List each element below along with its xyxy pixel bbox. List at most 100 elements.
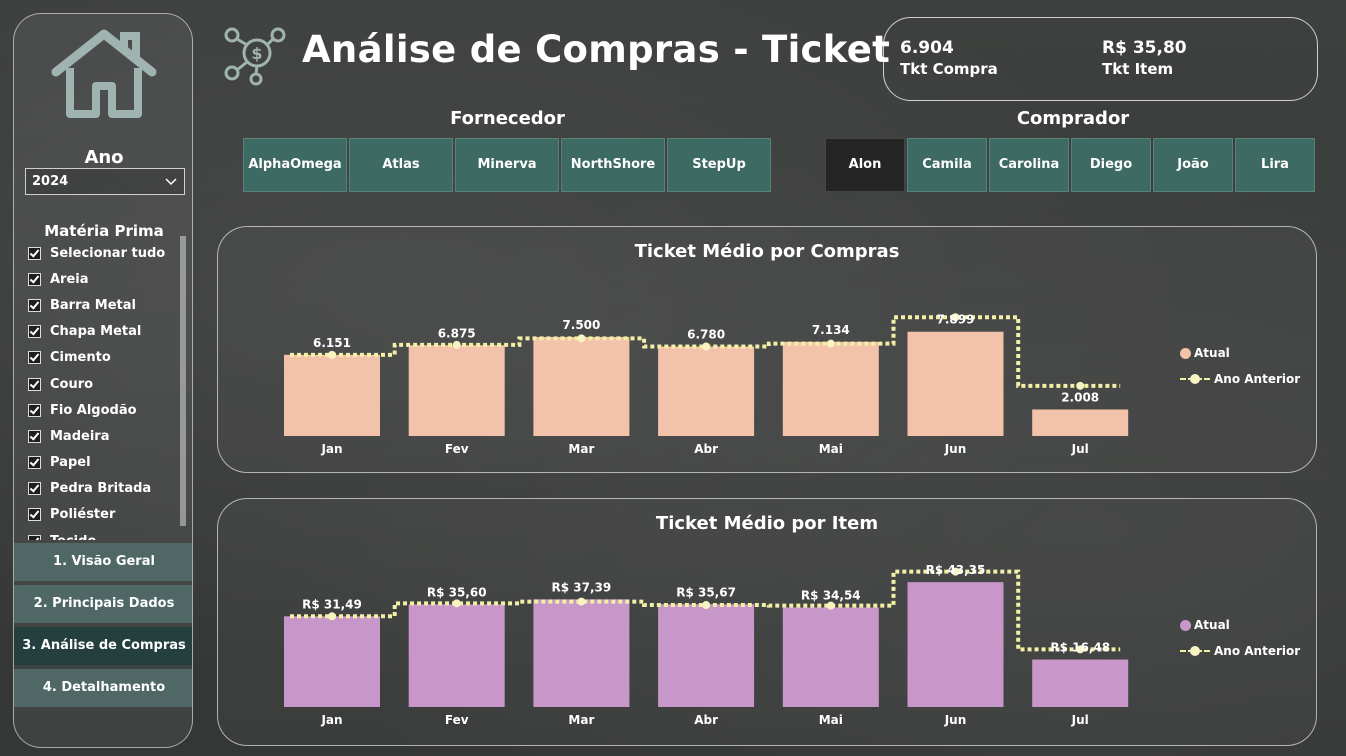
checkbox[interactable]	[28, 351, 41, 365]
materia-prima-option[interactable]: Barra Metal	[28, 292, 178, 318]
line-point[interactable]	[951, 313, 960, 322]
nav-button[interactable]: 2. Principais Dados	[14, 585, 192, 623]
comprador-option[interactable]: Alon	[825, 138, 905, 192]
nav-button[interactable]: 3. Análise de Compras	[14, 627, 192, 665]
x-tick-label: Jan	[320, 442, 342, 456]
materia-prima-option[interactable]: Tecido	[28, 528, 178, 540]
kpi-ticket-item: R$ 35,80 Tkt Item	[1102, 38, 1187, 78]
line-point[interactable]	[702, 342, 711, 351]
bar[interactable]	[658, 604, 755, 707]
checkbox[interactable]	[28, 325, 41, 339]
bar[interactable]	[658, 346, 755, 436]
bar[interactable]	[782, 341, 879, 436]
sidebar: Ano 2024 Matéria Prima Selecionar tudo Ar…	[13, 13, 193, 748]
legend-anterior-label: Ano Anterior	[1214, 372, 1301, 386]
bar[interactable]	[907, 331, 1004, 436]
comprador-option[interactable]: Diego	[1071, 138, 1151, 192]
bar[interactable]	[284, 616, 380, 707]
ano-dropdown[interactable]: 2024	[25, 168, 185, 195]
materia-prima-label: Fio Algodão	[50, 402, 137, 418]
data-label: R$ 16,48	[1050, 641, 1110, 655]
line-point[interactable]	[452, 599, 461, 608]
line-point[interactable]	[826, 339, 835, 348]
x-tick-label: Abr	[694, 442, 718, 456]
materia-prima-option[interactable]: Madeira	[28, 423, 178, 449]
checkbox[interactable]	[28, 377, 41, 391]
materia-prima-label: Cimento	[50, 350, 111, 366]
bar[interactable]	[408, 604, 505, 707]
line-point[interactable]	[826, 601, 835, 610]
ano-label: Ano	[84, 147, 124, 168]
nav-button[interactable]: 4. Detalhamento	[14, 669, 192, 707]
bar[interactable]	[533, 337, 630, 436]
chart-legend: Atual Ano Anterior	[1180, 612, 1300, 664]
checkbox[interactable]	[28, 508, 41, 522]
bar[interactable]	[408, 345, 505, 436]
checkbox[interactable]	[28, 298, 41, 312]
bar[interactable]	[1032, 409, 1129, 436]
fornecedor-option[interactable]: AlphaOmega	[243, 138, 347, 192]
materia-prima-option[interactable]: Couro	[28, 371, 178, 397]
bar[interactable]	[284, 354, 380, 436]
checkbox[interactable]	[28, 403, 41, 417]
fornecedor-option[interactable]: StepUp	[667, 138, 771, 192]
chart-title: Ticket Médio por Compras	[634, 241, 900, 262]
x-tick-label: Mar	[568, 713, 594, 727]
materia-prima-label: Selecionar tudo	[50, 245, 166, 261]
checkbox[interactable]	[28, 246, 41, 260]
comprador-option[interactable]: João	[1153, 138, 1233, 192]
line-point[interactable]	[328, 612, 336, 621]
line-point[interactable]	[577, 334, 586, 343]
materia-prima-option[interactable]: Pedra Britada	[28, 476, 178, 502]
kpi-ticket-compra: 6.904 Tkt Compra	[900, 38, 998, 78]
line-point[interactable]	[452, 340, 461, 349]
bar[interactable]	[782, 607, 879, 707]
bar[interactable]	[533, 599, 630, 707]
checkbox[interactable]	[28, 534, 41, 540]
nav-button[interactable]: 1. Visão Geral	[14, 543, 192, 581]
materia-scrollbar[interactable]	[180, 236, 186, 526]
line-point[interactable]	[577, 597, 586, 606]
comprador-option[interactable]: Carolina	[989, 138, 1069, 192]
kpi-card: 6.904 Tkt Compra R$ 35,80 Tkt Item	[883, 17, 1318, 101]
chart-ticket-item: Ticket Médio por Item Jan Fev Mar Abr Mai Jun…	[217, 498, 1317, 746]
materia-prima-list: Selecionar tudo Areia Barra Metal Chapa Met…	[28, 240, 178, 540]
line-point[interactable]	[1076, 645, 1085, 654]
comprador-option[interactable]: Camila	[907, 138, 987, 192]
comprador-title: Comprador	[1016, 108, 1130, 129]
checkbox[interactable]	[28, 456, 41, 470]
x-tick-label: Jan	[320, 713, 342, 727]
materia-prima-option[interactable]: Areia	[28, 266, 178, 292]
series-line-ano-anterior[interactable]	[290, 315, 1121, 388]
checkbox[interactable]	[28, 272, 41, 286]
materia-prima-label: Tecido	[50, 534, 96, 540]
data-label: R$ 37,39	[552, 580, 612, 594]
materia-prima-option[interactable]: Selecionar tudo	[28, 240, 178, 266]
materia-prima-option[interactable]: Chapa Metal	[28, 319, 178, 345]
chart-legend: Atual Ano Anterior	[1180, 340, 1300, 392]
materia-prima-option[interactable]: Cimento	[28, 345, 178, 371]
x-tick-label: Mai	[819, 713, 843, 727]
materia-prima-option[interactable]: Poliéster	[28, 502, 178, 528]
materia-prima-option[interactable]: Papel	[28, 450, 178, 476]
line-point[interactable]	[1076, 381, 1085, 390]
line-point[interactable]	[951, 567, 960, 576]
materia-prima-option[interactable]: Fio Algodão	[28, 397, 178, 423]
data-label: 7.500	[562, 318, 600, 332]
comprador-option[interactable]: Lira	[1235, 138, 1315, 192]
line-point[interactable]	[702, 601, 711, 610]
checkbox[interactable]	[28, 429, 41, 443]
fornecedor-option[interactable]: Minerva	[455, 138, 559, 192]
bar[interactable]	[907, 582, 1004, 707]
checkbox[interactable]	[28, 482, 41, 496]
fornecedor-option[interactable]: Atlas	[349, 138, 453, 192]
data-label: 6.151	[313, 336, 351, 350]
legend-anterior-swatch	[1180, 644, 1210, 658]
bar[interactable]	[1032, 659, 1129, 707]
scrollbar-thumb[interactable]	[180, 236, 186, 526]
home-icon[interactable]	[50, 28, 158, 120]
fornecedor-option[interactable]: NorthShore	[561, 138, 665, 192]
legend-atual-swatch	[1180, 619, 1191, 631]
legend-anterior-swatch	[1180, 372, 1210, 386]
line-point[interactable]	[328, 350, 336, 359]
